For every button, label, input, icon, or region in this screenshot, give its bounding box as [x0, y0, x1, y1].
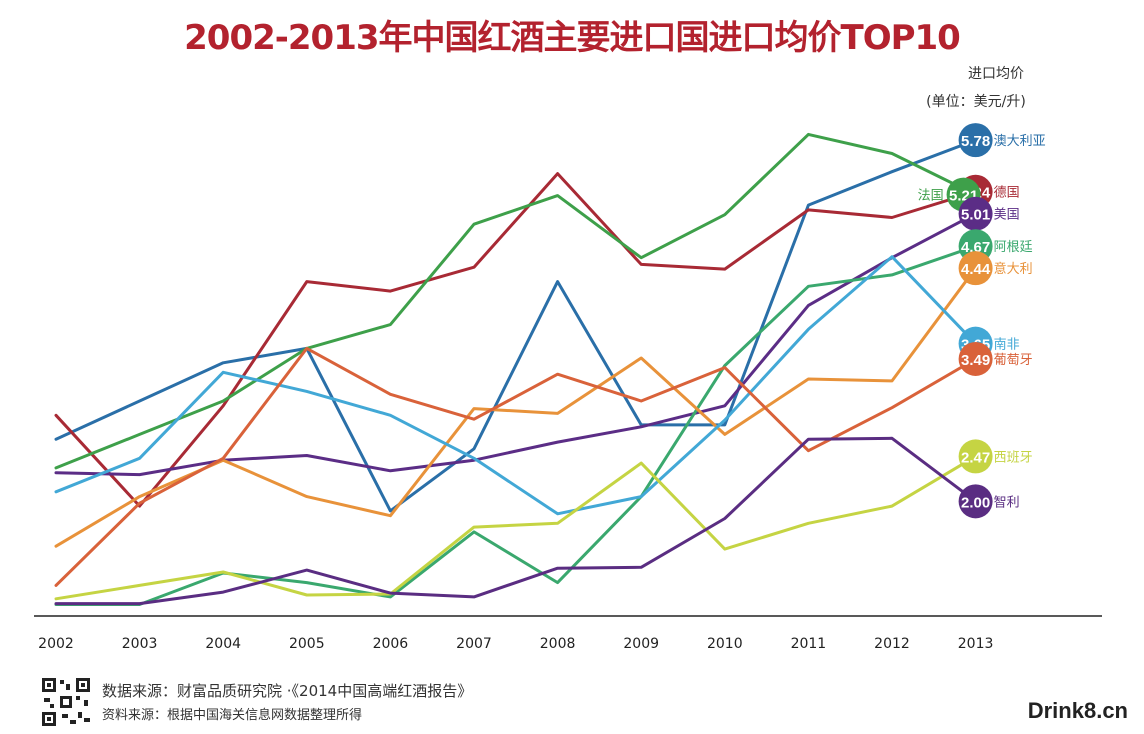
series-name-label: 葡萄牙 [994, 353, 1033, 368]
chart-title: 2002-2013年中国红酒主要进口国进口均价TOP10 [184, 18, 961, 58]
end-marker [958, 196, 993, 231]
x-tick-label: 2003 [122, 636, 158, 652]
series-line [54, 138, 978, 513]
end-marker [958, 251, 993, 286]
x-tick-label: 2006 [373, 636, 409, 652]
series-name-label: 法国 [918, 189, 944, 204]
series-name-label: 南非 [994, 337, 1020, 353]
x-tick-label: 2005 [289, 636, 325, 652]
series-name-label: 澳大利亚 [994, 133, 1046, 149]
series-line [54, 244, 978, 606]
series-name-label: 美国 [994, 208, 1020, 223]
data-label: 2.47 [961, 449, 990, 466]
data-label: 5.01 [961, 207, 990, 224]
series-name-label: 智利 [994, 495, 1020, 510]
series-line [54, 255, 978, 516]
x-tick-label: 2002 [38, 636, 74, 652]
x-tick-label: 2011 [791, 636, 827, 652]
qr-code-icon [40, 676, 92, 728]
data-source-line: 数据来源：财富品质研究院 ·《2014中国高端红酒报告》 [102, 682, 473, 700]
series-line [54, 436, 978, 606]
end-marker [958, 439, 993, 474]
watermark: Drink8.cn [1027, 698, 1128, 723]
end-marker [958, 123, 993, 158]
x-tick-label: 2012 [874, 636, 910, 652]
x-tick-label: 2004 [205, 636, 241, 652]
x-tick-label: 2008 [540, 636, 576, 652]
series-line [54, 172, 978, 508]
x-tick-label: 2009 [623, 636, 659, 652]
series-line [54, 212, 978, 477]
unit-label: 进口均价 [968, 66, 1024, 82]
data-label: 2.00 [961, 494, 990, 511]
series-line [54, 266, 978, 548]
end-marker [958, 484, 993, 519]
material-source-line: 资料来源：根据中国海关信息网数据整理所得 [102, 708, 363, 723]
series-name-label: 西班牙 [994, 450, 1033, 465]
series-line [54, 454, 978, 601]
data-label: 3.49 [961, 352, 990, 369]
series-name-label: 意大利 [994, 261, 1033, 277]
end-marker [958, 341, 993, 376]
data-label: 5.78 [961, 133, 990, 150]
data-label: 4.67 [961, 239, 990, 256]
data-label: 4.44 [961, 261, 991, 278]
x-tick-label: 2013 [958, 636, 994, 652]
series-line [54, 346, 978, 587]
series-name-label: 阿根廷 [994, 240, 1033, 255]
x-tick-label: 2007 [456, 636, 492, 652]
series-line [54, 132, 978, 470]
x-tick-label: 2010 [707, 636, 743, 652]
unit-label: (单位：美元/升) [926, 94, 1026, 110]
series-name-label: 德国 [994, 186, 1020, 201]
